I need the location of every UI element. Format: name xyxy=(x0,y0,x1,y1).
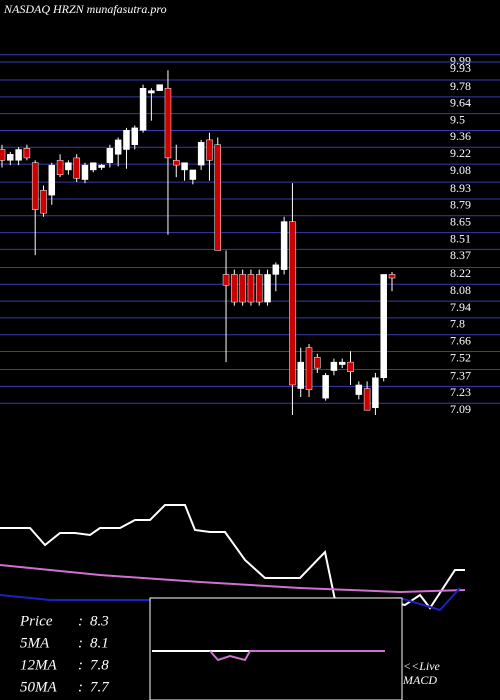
y-tick-label: 8.22 xyxy=(450,266,471,280)
candle-body xyxy=(355,384,363,395)
legend-separator: : xyxy=(78,679,83,695)
candle-body xyxy=(206,139,213,161)
y-tick-label: 9.22 xyxy=(450,146,471,160)
candle-body xyxy=(314,357,321,369)
candle-body xyxy=(15,149,22,161)
grid: 9.999.93 9.78 9.64 9.5 9.36 9.22 9.08 8.93 8.79 8… xyxy=(0,54,500,416)
candle-body xyxy=(81,164,89,180)
candle-body xyxy=(272,264,280,275)
candle-body xyxy=(347,361,354,372)
candle-body xyxy=(388,274,396,279)
y-tick-label: 8.93 xyxy=(450,181,471,195)
candle-body xyxy=(380,274,387,379)
candle-body xyxy=(297,361,304,389)
candle-body xyxy=(148,90,155,94)
candle-body xyxy=(330,361,338,371)
y-tick-label: 7.8 xyxy=(450,317,465,331)
y-tick-label: 9.93 xyxy=(450,61,471,75)
candle-body xyxy=(338,361,346,365)
candle-body xyxy=(90,162,97,171)
y-tick-label: 7.23 xyxy=(450,385,471,399)
y-tick-label: 7.09 xyxy=(450,402,471,416)
y-tick-label: 7.66 xyxy=(450,333,471,347)
candle-body xyxy=(7,154,14,161)
candle-body xyxy=(255,274,263,303)
y-tick-label: 9.5 xyxy=(450,112,465,126)
candle-body xyxy=(106,148,114,163)
candle-body xyxy=(73,157,80,179)
y-tick-label: 7.52 xyxy=(450,350,471,364)
y-tick-label: 8.65 xyxy=(450,215,471,229)
y-tick-label: 7.37 xyxy=(450,368,471,382)
candle-body xyxy=(31,162,39,210)
candle-body xyxy=(305,347,313,391)
legend-separator: : xyxy=(78,635,83,651)
legend-name: Price xyxy=(19,613,53,629)
y-tick-label: 8.79 xyxy=(450,198,471,212)
candle-body xyxy=(197,142,205,166)
chart-title: NASDAQ HRZN munafasutra.pro xyxy=(3,2,167,16)
candle-body xyxy=(214,144,221,251)
y-tick-label: 8.51 xyxy=(450,231,471,245)
y-tick-label: 9.78 xyxy=(450,79,471,93)
candle-body xyxy=(48,164,56,196)
candle-body xyxy=(231,274,238,303)
y-tick-label: 9.08 xyxy=(450,163,471,177)
candles xyxy=(0,70,396,415)
macd-box xyxy=(149,597,403,700)
candle-body xyxy=(156,84,163,91)
candle-body xyxy=(164,87,172,159)
candle-body xyxy=(173,160,180,166)
candle-body xyxy=(65,162,72,171)
candle-body xyxy=(181,162,188,171)
candle-body xyxy=(23,148,31,159)
y-tick-label: 8.37 xyxy=(450,248,471,262)
candle-body xyxy=(56,160,64,175)
ma-line xyxy=(0,564,466,594)
macd-label: <<Live xyxy=(403,659,441,673)
legend-separator: : xyxy=(78,613,83,629)
legend-name: 50MA xyxy=(20,679,57,695)
legend-separator: : xyxy=(78,657,83,673)
candle-body xyxy=(189,169,197,180)
candle-body xyxy=(139,87,147,131)
candle-body xyxy=(322,375,329,399)
candle-body xyxy=(98,164,105,168)
candle-body xyxy=(131,127,139,145)
y-tick-label: 9.36 xyxy=(450,129,471,143)
legend-name: 12MA xyxy=(20,657,57,673)
candle-body xyxy=(289,221,296,386)
candle-body xyxy=(0,149,6,161)
candle-body xyxy=(222,274,230,286)
candle-body xyxy=(123,130,130,150)
macd-signal xyxy=(209,650,385,662)
candle-body xyxy=(363,388,371,411)
legend-value: 8.3 xyxy=(90,613,109,629)
y-tick-label: 8.08 xyxy=(450,283,471,297)
macd-label: MACD xyxy=(402,673,437,687)
candle-body xyxy=(239,274,246,303)
candle-body xyxy=(372,377,379,409)
y-tick-label: 9.99 xyxy=(450,54,471,68)
legend-name: 5MA xyxy=(20,635,50,651)
y-tick-label: 9.64 xyxy=(450,96,471,110)
legend-value: 7.7 xyxy=(90,679,110,695)
candle-body xyxy=(280,221,288,270)
candle-body xyxy=(40,190,47,214)
candle-body xyxy=(264,274,271,303)
legend-value: 7.8 xyxy=(90,657,109,673)
y-tick-label: 7.94 xyxy=(450,300,471,314)
candle-body xyxy=(114,139,122,155)
legend-value: 8.1 xyxy=(90,635,109,651)
candle-body xyxy=(247,274,255,303)
